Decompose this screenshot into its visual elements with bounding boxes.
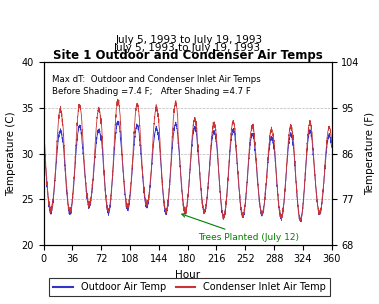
Y-axis label: Temperature (C): Temperature (C) <box>6 111 16 196</box>
Text: July 5, 1993 to July 19, 1993: July 5, 1993 to July 19, 1993 <box>116 35 263 45</box>
X-axis label: Hour: Hour <box>175 270 200 280</box>
Legend: Outdoor Air Temp, Condenser Inlet Air Temp: Outdoor Air Temp, Condenser Inlet Air Te… <box>50 278 329 296</box>
Text: Trees Planted (July 12): Trees Planted (July 12) <box>182 214 299 242</box>
Text: Max dT:  Outdoor and Condenser Inlet Air Temps
Before Shading =7.4 F;   After Sh: Max dT: Outdoor and Condenser Inlet Air … <box>52 75 261 96</box>
Text: July 5, 1993 to July 19, 1993: July 5, 1993 to July 19, 1993 <box>114 43 261 53</box>
Y-axis label: Temperature (F): Temperature (F) <box>365 112 375 195</box>
Title: Site 1 Outdoor and Condenser Air Temps: Site 1 Outdoor and Condenser Air Temps <box>53 49 323 62</box>
